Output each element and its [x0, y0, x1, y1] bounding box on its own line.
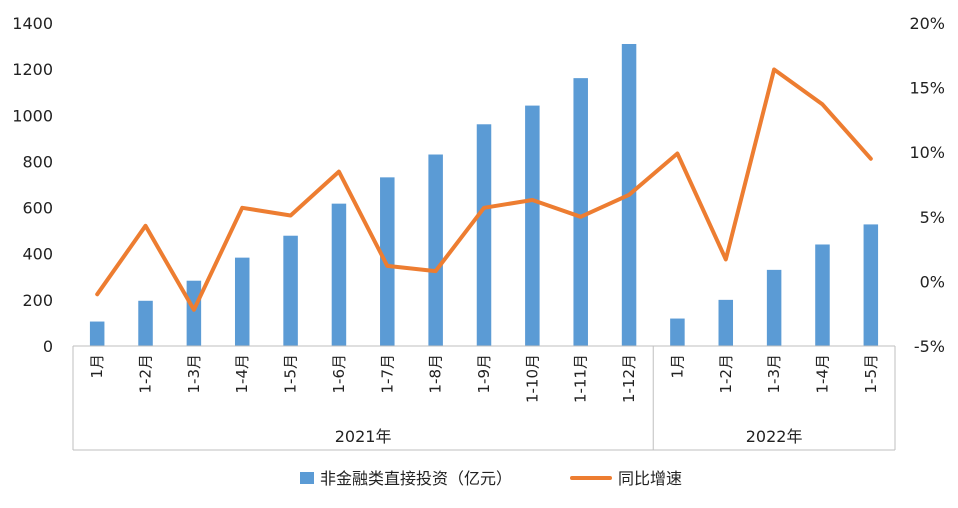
legend-line-label: 同比增速	[618, 469, 682, 488]
right-tick-label: 15%	[909, 79, 945, 98]
category-label: 1-4月	[233, 354, 251, 394]
category-label: 1-6月	[330, 354, 348, 394]
right-tick-label: 20%	[909, 14, 945, 33]
category-label: 1-12月	[620, 354, 638, 403]
category-label: 1-7月	[378, 354, 396, 394]
bar	[525, 105, 540, 347]
legend-bar-swatch	[300, 472, 314, 484]
bar-series	[89, 43, 879, 347]
left-tick-label: 200	[22, 291, 53, 310]
left-tick-label: 1000	[12, 106, 53, 125]
category-label: 1月	[88, 354, 106, 379]
bar	[863, 224, 879, 346]
left-tick-label: 400	[22, 245, 53, 264]
bar	[331, 203, 347, 346]
right-axis: -5% 0% 5% 10% 15% 20%	[909, 14, 945, 356]
left-tick-label: 1200	[12, 60, 53, 79]
left-tick-label: 800	[22, 152, 53, 171]
legend-bar-label: 非金融类直接投资（亿元）	[320, 469, 512, 488]
bar	[718, 299, 734, 346]
bar	[670, 318, 685, 346]
left-tick-label: 0	[43, 337, 53, 356]
category-label: 1-11月	[572, 354, 590, 403]
legend: 非金融类直接投资（亿元） 同比增速	[300, 469, 682, 488]
category-label: 1-2月	[717, 354, 735, 394]
bar	[186, 280, 202, 346]
category-label: 1-3月	[185, 354, 203, 394]
category-label: 1-10月	[523, 354, 541, 403]
category-label: 1-4月	[813, 354, 831, 394]
category-label: 1-5月	[282, 354, 300, 394]
right-tick-label: 5%	[920, 208, 945, 227]
bar	[283, 235, 298, 346]
left-tick-label: 600	[22, 199, 53, 218]
category-label: 1-5月	[862, 354, 880, 394]
right-tick-label: -5%	[914, 337, 945, 356]
category-label: 1月	[668, 354, 686, 379]
left-tick-label: 1400	[12, 14, 53, 33]
growth-line	[95, 67, 873, 312]
line-series	[95, 67, 873, 312]
left-axis: 0 200 400 600 800 1000 1200 1400	[12, 14, 53, 356]
category-label: 1-2月	[137, 354, 155, 394]
category-axis	[72, 345, 896, 451]
category-label: 1-9月	[475, 354, 493, 394]
category-label: 1-8月	[427, 354, 445, 394]
year-labels: 2021年 2022年	[335, 427, 803, 446]
year-label: 2022年	[746, 427, 803, 446]
category-labels: 1月 1-2月 1-3月 1-4月 1-5月 1-6月 1-7月 1-8月 1-9月 1-10月 1…	[88, 354, 880, 403]
category-label: 1-3月	[765, 354, 783, 394]
bar	[234, 257, 250, 346]
bar	[89, 321, 105, 346]
year-label: 2021年	[335, 427, 392, 446]
bar	[815, 244, 830, 346]
bar	[428, 154, 443, 346]
bar	[766, 269, 782, 346]
bar	[138, 300, 153, 346]
bar	[476, 124, 492, 346]
right-tick-label: 0%	[920, 272, 945, 291]
right-tick-label: 10%	[909, 143, 945, 162]
bar	[573, 78, 588, 346]
